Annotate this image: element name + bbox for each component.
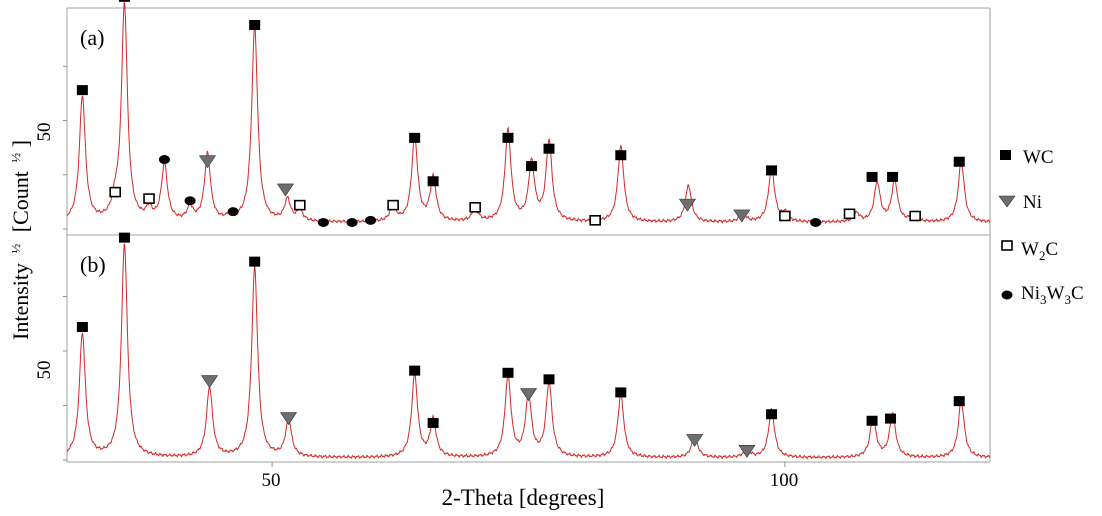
phase-markers (76, 0, 965, 458)
wc-marker-b-2 (249, 256, 261, 267)
legend-ni3w3c-c: C (1071, 283, 1084, 304)
y-tick-label-a: 50 (34, 123, 55, 142)
legend-w2c-c: C (1045, 239, 1058, 260)
w2c-marker-a-17 (109, 186, 122, 198)
w2c-marker-a-24 (843, 208, 856, 220)
wc-marker-b-5 (502, 367, 514, 378)
ni-marker-a-13 (198, 155, 217, 169)
ni-marker-b-13 (279, 412, 298, 426)
ni-marker-a-16 (733, 209, 751, 223)
legend-ni3w3c-sub1: 3 (1040, 292, 1047, 307)
wc-marker-b-4 (427, 417, 439, 428)
wc-marker-b-9 (866, 415, 878, 426)
legend-wc-label: WC (1023, 147, 1054, 168)
y-axis-label-bracket: [Count (8, 171, 33, 232)
wc-marker-a-11 (887, 171, 899, 182)
y-axis-label: Intensity ½ [Count ½ ] (0, 140, 33, 340)
wc-marker-a-12 (953, 156, 965, 167)
y-axis-label-sup2: ½ (8, 153, 23, 163)
axis-ticks (63, 65, 786, 467)
ni-marker-a-15 (678, 198, 697, 212)
legend-ni-marker (998, 195, 1016, 208)
legend-item-w2c: W2C (1001, 239, 1058, 263)
legend: WC Ni W2C Ni3W3C (998, 147, 1084, 307)
wc-marker-b-10 (885, 413, 897, 424)
wc-marker-b-7 (615, 387, 627, 398)
legend-item-ni: Ni (998, 192, 1042, 213)
ni-marker-b-12 (200, 375, 219, 389)
legend-w2c-w: W (1021, 239, 1039, 260)
wc-marker-b-6 (543, 374, 555, 385)
w2c-marker-a-20 (387, 199, 399, 211)
w2c-marker-a-21 (469, 202, 481, 213)
ni3w3c-marker-a-26 (158, 155, 170, 165)
y-axis-label-sup: ½ (8, 243, 23, 253)
x-tick-label-50: 50 (262, 470, 281, 491)
legend-w2c-sub: 2 (1039, 248, 1046, 263)
wc-marker-a-3 (409, 132, 421, 143)
wc-marker-b-3 (409, 365, 421, 376)
legend-ni3w3c-marker (1001, 290, 1013, 300)
legend-item-wc: WC (1000, 147, 1054, 168)
ni-marker-a-14 (276, 183, 295, 197)
panel-label-a: (a) (80, 25, 104, 50)
ni3w3c-marker-a-32 (810, 217, 822, 227)
wc-marker-a-1 (118, 0, 130, 2)
wc-marker-b-8 (766, 409, 778, 420)
wc-marker-b-1 (118, 232, 130, 243)
ni3w3c-marker-a-28 (227, 207, 239, 217)
w2c-marker-a-18 (143, 193, 155, 204)
w2c-marker-a-22 (589, 215, 601, 226)
wc-marker-a-6 (526, 161, 538, 172)
ni3w3c-marker-a-30 (346, 217, 358, 227)
wc-marker-a-7 (543, 143, 555, 154)
legend-w2c-marker (1001, 240, 1013, 251)
w2c-marker-a-19 (294, 199, 306, 211)
legend-w2c-label: W2C (1021, 239, 1058, 263)
wc-marker-a-0 (76, 85, 88, 96)
ni3w3c-marker-a-31 (365, 215, 377, 225)
x-axis-label: 2-Theta [degrees] (442, 485, 605, 510)
wc-marker-a-5 (502, 132, 514, 143)
wc-marker-a-8 (615, 150, 627, 161)
wc-marker-a-4 (427, 176, 439, 187)
y-axis-label-main: Intensity (8, 263, 33, 340)
ni3w3c-marker-a-29 (317, 217, 329, 227)
ni-marker-b-15 (686, 434, 704, 447)
plot-frame (66, 7, 991, 463)
w2c-marker-a-25 (909, 210, 921, 222)
ni-marker-b-16 (738, 444, 756, 458)
y-axis-label-close: ] (8, 140, 33, 147)
legend-ni3w3c-label: Ni3W3C (1021, 283, 1084, 307)
ni3w3c-marker-a-27 (184, 196, 196, 206)
wc-marker-a-2 (249, 20, 261, 31)
trace-panel-b (66, 243, 991, 460)
legend-ni-label: Ni (1023, 192, 1042, 213)
x-tick-label-100: 100 (770, 470, 799, 491)
panel-label-b: (b) (80, 252, 106, 277)
legend-ni3w3c-w: W (1047, 283, 1065, 304)
wc-marker-b-11 (953, 396, 965, 407)
wc-marker-a-10 (866, 171, 878, 182)
y-tick-label-b: 50 (34, 361, 55, 380)
w2c-marker-a-23 (779, 210, 791, 222)
legend-ni3w3c-sub2: 3 (1064, 292, 1071, 307)
trace-panel-a (66, 1, 991, 224)
ni-marker-b-14 (519, 388, 538, 402)
legend-item-ni3w3c: Ni3W3C (1001, 283, 1084, 307)
legend-ni3w3c-ni: Ni (1021, 283, 1040, 304)
wc-marker-a-9 (766, 165, 778, 176)
wc-marker-b-0 (76, 322, 88, 333)
legend-wc-marker (1000, 150, 1011, 160)
